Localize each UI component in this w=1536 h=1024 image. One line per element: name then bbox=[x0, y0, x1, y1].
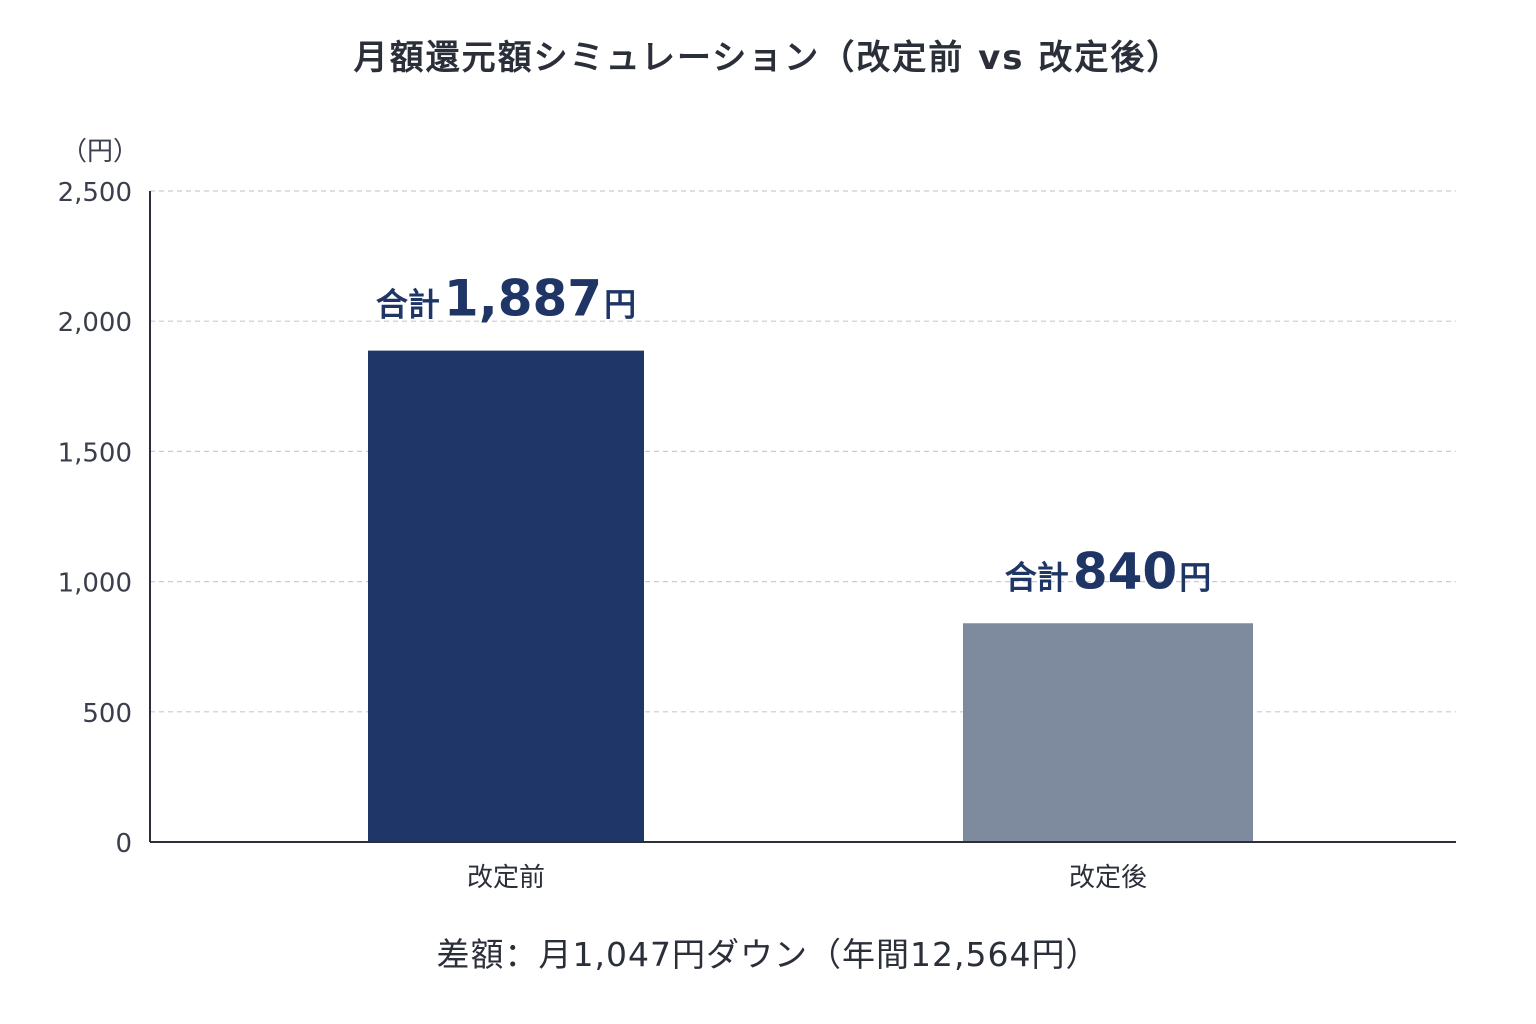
data-label-prefix: 合計 bbox=[376, 286, 440, 324]
y-unit-label: （円） bbox=[61, 137, 139, 167]
bars bbox=[368, 350, 1253, 842]
x-category-label: 改定前 bbox=[467, 863, 545, 893]
data-label-value: 840 bbox=[1073, 542, 1177, 600]
data-label-suffix: 円 bbox=[604, 286, 636, 324]
data-label: 合計840円 bbox=[1005, 542, 1211, 600]
data-label: 合計1,887円 bbox=[376, 270, 636, 328]
y-tick-label: 1,500 bbox=[58, 438, 132, 468]
data-label-prefix: 合計 bbox=[1005, 558, 1069, 596]
labels: 05001,0001,5002,0002,500（円）改定前合計1,887円改定… bbox=[58, 137, 1212, 893]
data-label-suffix: 円 bbox=[1179, 558, 1211, 596]
bar-1 bbox=[368, 350, 644, 842]
data-label-value: 1,887 bbox=[444, 270, 602, 328]
y-tick-label: 1,000 bbox=[58, 569, 132, 599]
difference-note: 差額：月1,047円ダウン（年間12,564円） bbox=[436, 935, 1100, 974]
y-tick-label: 2,500 bbox=[58, 178, 132, 208]
y-tick-label: 500 bbox=[82, 699, 132, 729]
y-tick-label: 0 bbox=[115, 829, 132, 859]
bar-2 bbox=[963, 623, 1253, 842]
axes bbox=[149, 191, 1456, 843]
y-tick-label: 2,000 bbox=[58, 308, 132, 338]
chart-title: 月額還元額シミュレーション（改定前 vs 改定後） bbox=[353, 38, 1183, 78]
grid-lines bbox=[150, 190, 1456, 713]
x-category-label: 改定後 bbox=[1069, 863, 1147, 893]
